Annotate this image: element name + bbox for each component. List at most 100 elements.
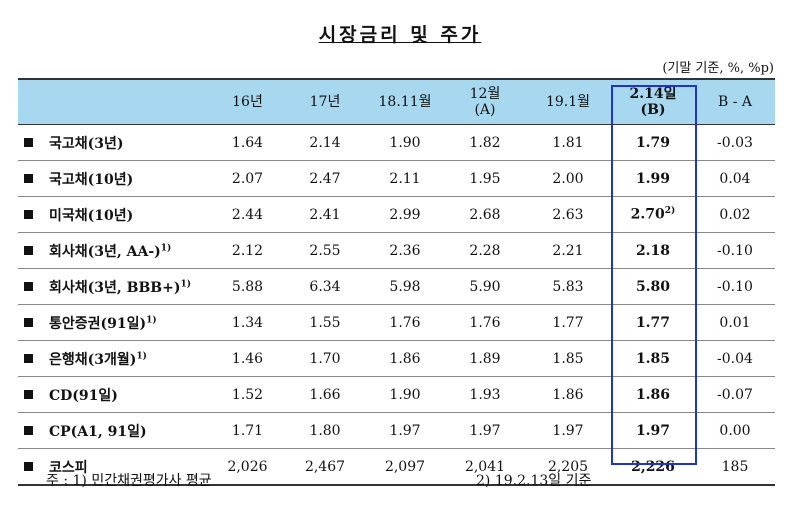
value: 2.07	[231, 170, 264, 187]
value-cell: 0.02	[695, 196, 775, 233]
value-cell: 2.07	[210, 160, 285, 197]
value: 1.77	[635, 314, 671, 331]
value-cell: 2.47	[285, 160, 365, 197]
header-cell: 17년	[285, 78, 365, 125]
value-cell: -0.04	[695, 340, 775, 377]
value: 1.52	[231, 386, 264, 403]
value-cell: 1.97	[611, 412, 695, 449]
bullet	[24, 281, 33, 291]
header-cell: 18.11월	[365, 78, 445, 125]
value: 2.11	[389, 170, 421, 187]
value: 0.00	[719, 422, 751, 439]
value-cell: 6.34	[285, 268, 365, 305]
row-label: 국고채(10년)	[18, 160, 210, 197]
value: 1.71	[231, 422, 264, 439]
value-cell: 2,026	[210, 448, 285, 486]
bullet	[24, 173, 33, 183]
row-name: 회사채(3년, AA-)	[49, 243, 161, 260]
value-cell: 1.85	[525, 340, 611, 377]
value-cell: 1.55	[285, 304, 365, 341]
table-row: 은행채(3개월)1) 1.46 1.70 1.86 1.89 1.85 1.85 -0.04	[18, 340, 775, 377]
value: 2,026	[227, 458, 268, 475]
value-cell: 0.00	[695, 412, 775, 449]
value-cell: 2.702)	[611, 196, 695, 233]
row-name: CP(A1, 91일)	[49, 423, 147, 440]
row-label: 회사채(3년, AA-)1)	[18, 232, 210, 269]
value: 1.80	[309, 422, 341, 439]
bullet	[24, 461, 33, 471]
value: 2.28	[469, 242, 501, 259]
row-name: CD(91일)	[49, 387, 118, 404]
value: 1.77	[552, 314, 584, 331]
bullet	[24, 353, 33, 363]
value: 1.55	[309, 314, 341, 331]
highlight-box	[611, 85, 697, 465]
footnote-ref: 1)	[136, 350, 147, 361]
value: 1.85	[552, 350, 584, 367]
value: 1.95	[469, 170, 501, 187]
value-cell: 2.14	[285, 124, 365, 161]
value: 1.82	[469, 134, 501, 151]
value-cell: 1.34	[210, 304, 285, 341]
value-cell: 2,205	[525, 448, 611, 486]
value-cell: 2.21	[525, 232, 611, 269]
value-cell: 2.41	[285, 196, 365, 233]
value-cell: 2.44	[210, 196, 285, 233]
value: 2.63	[552, 206, 584, 223]
unit-note: (기말 기준, %, %p)	[662, 61, 774, 76]
header-cell: B - A	[695, 78, 775, 125]
value-cell: 1.70	[285, 340, 365, 377]
row-label: 통안증권(91일)1)	[18, 304, 210, 341]
row-name: 통안증권(91일)	[49, 315, 147, 332]
row-label: 국고채(3년)	[18, 124, 210, 161]
value-cell: 5.83	[525, 268, 611, 305]
value: 2.18	[635, 242, 671, 259]
value: 2.41	[309, 206, 341, 223]
value: 1.90	[389, 134, 421, 151]
row-label: 회사채(3년, BBB+)1)	[18, 268, 210, 305]
row-name: 국고채(10년)	[49, 171, 134, 188]
value: 1.89	[469, 350, 501, 367]
footnote-ref: 1)	[180, 278, 192, 289]
value: 0.04	[719, 170, 751, 187]
value: 1.86	[389, 350, 421, 367]
row-label: CD(91일)	[18, 376, 210, 413]
value: 1.85	[635, 350, 671, 367]
value: 5.83	[552, 278, 584, 295]
value: 1.97	[389, 422, 421, 439]
value: 1.93	[469, 386, 501, 403]
value: 6.34	[309, 278, 341, 295]
header-cell: 16년	[210, 78, 285, 125]
value: 2,226	[631, 458, 675, 475]
table-row: 통안증권(91일)1) 1.34 1.55 1.76 1.76 1.77 1.77 0.01	[18, 304, 775, 341]
value-cell: 1.97	[365, 412, 445, 449]
value-cell: 1.97	[525, 412, 611, 449]
value-cell: -0.10	[695, 232, 775, 269]
value-cell: 1.77	[611, 304, 695, 341]
value-cell: 1.77	[525, 304, 611, 341]
value-cell: 1.85	[611, 340, 695, 377]
value-cell: 0.04	[695, 160, 775, 197]
value-cell: 1.64	[210, 124, 285, 161]
bullet	[24, 425, 33, 435]
value: 1.86	[635, 386, 671, 403]
value-cell: 2.68	[445, 196, 525, 233]
value-cell: 1.90	[365, 376, 445, 413]
value-cell: 2.28	[445, 232, 525, 269]
value: 1.66	[309, 386, 341, 403]
row-name: 은행채(3개월)	[49, 351, 137, 368]
bullet	[24, 209, 33, 219]
value-cell: 2.99	[365, 196, 445, 233]
row-label: CP(A1, 91일)	[18, 412, 210, 449]
value: 2.68	[469, 206, 501, 223]
footnote: 2) 19.2.13일 기준	[476, 473, 592, 489]
value: 2.12	[231, 242, 264, 259]
value-cell: 1.99	[611, 160, 695, 197]
value-cell: 2,097	[365, 448, 445, 486]
value-cell: 2,467	[285, 448, 365, 486]
footnote: 주 : 1) 민간채권평가사 평균	[46, 473, 212, 489]
value-cell: 5.88	[210, 268, 285, 305]
value: -0.07	[717, 386, 753, 403]
bullet	[24, 389, 33, 399]
value: 5.80	[635, 278, 671, 295]
